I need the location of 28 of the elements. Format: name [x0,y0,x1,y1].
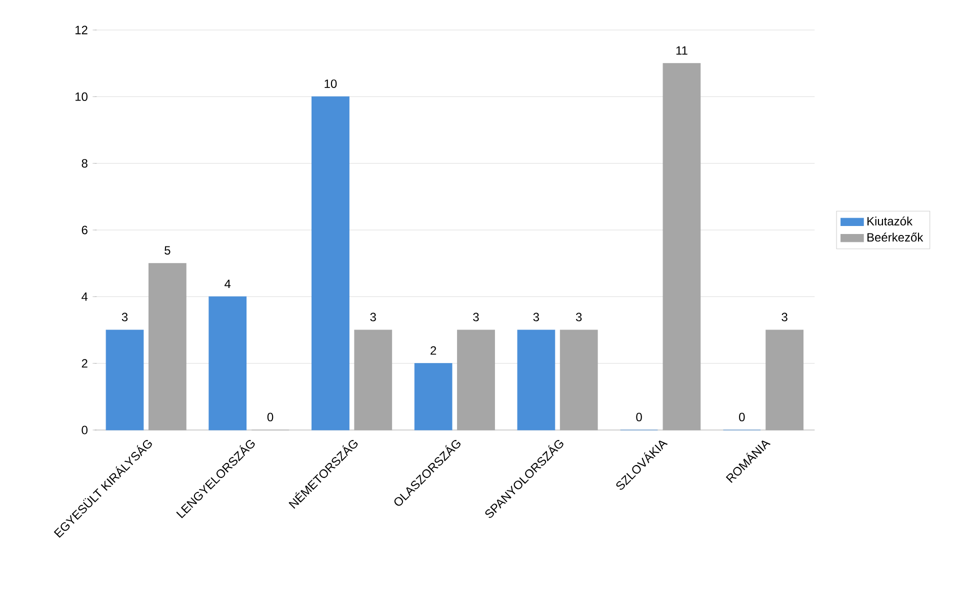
data-label: 3 [782,312,788,322]
data-label: 3 [533,312,539,322]
data-label: 0 [636,412,642,422]
data-label: 3 [122,312,128,322]
legend-label: Kiutazók [867,216,913,226]
data-label: 11 [676,46,688,55]
data-label: 3 [473,312,479,322]
data-label: 3 [576,312,582,322]
data-label: 4 [224,280,231,288]
data-label: 0 [267,412,274,422]
data-label: 10 [324,79,337,88]
bar [106,330,144,430]
bar [208,296,247,430]
y-tick-label: 6 [82,226,88,234]
y-tick-label: 0 [82,426,88,434]
data-label: 5 [164,246,170,255]
data-label: 0 [739,412,745,422]
legend-label: Beérkezők [867,232,924,242]
bar [517,330,556,430]
data-label: 3 [370,312,376,322]
y-tick-label: 12 [76,26,88,34]
bar [414,363,452,430]
y-tick-label: 10 [76,92,88,101]
y-tick-label: 4 [82,292,88,301]
bar [312,96,350,430]
y-tick-label: 8 [82,159,88,168]
y-tick-label: 2 [82,359,88,368]
data-label: 2 [430,346,436,355]
